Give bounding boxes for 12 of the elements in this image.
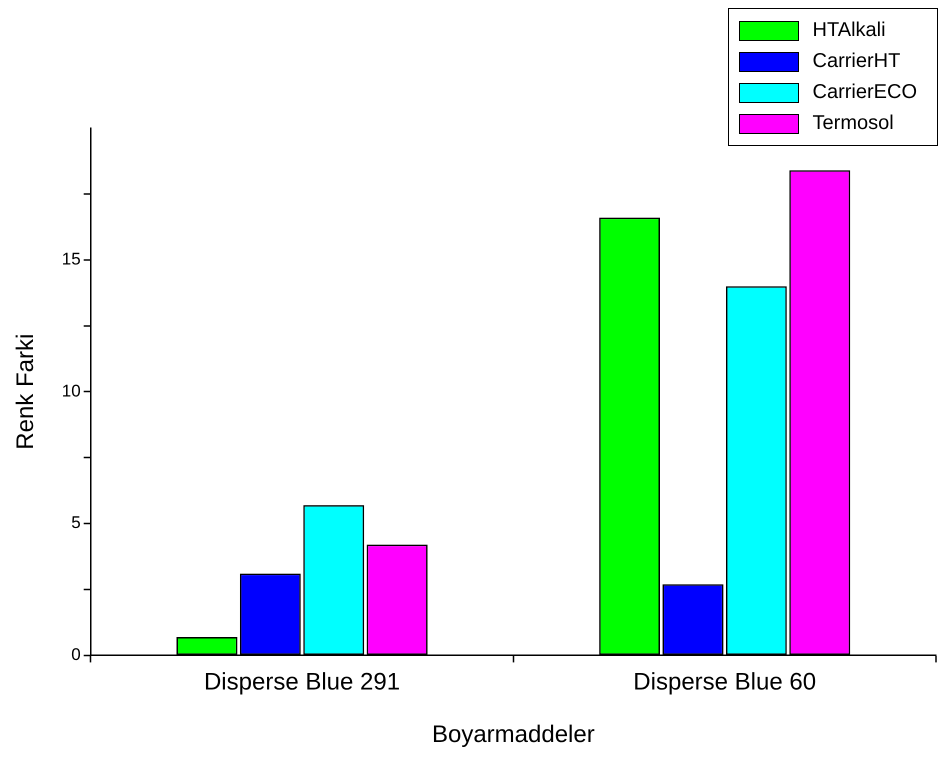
- y-tick-label: 10: [62, 381, 81, 400]
- y-tick-label: 5: [71, 513, 81, 532]
- x-axis-title: Boyarmaddeler: [432, 721, 595, 748]
- legend-label: HTAlkali: [812, 19, 886, 42]
- legend-label: CarrierHT: [812, 50, 900, 73]
- y-axis-title: Renk Farki: [12, 334, 40, 450]
- legend-label: CarrierECO: [812, 81, 917, 104]
- legend-label: Termosol: [812, 112, 894, 135]
- y-tick-label: 15: [62, 250, 81, 269]
- x-tick-label: Disperse Blue 291: [204, 668, 400, 696]
- y-tick-label: 0: [71, 645, 81, 664]
- x-tick-label: Disperse Blue 60: [633, 668, 816, 696]
